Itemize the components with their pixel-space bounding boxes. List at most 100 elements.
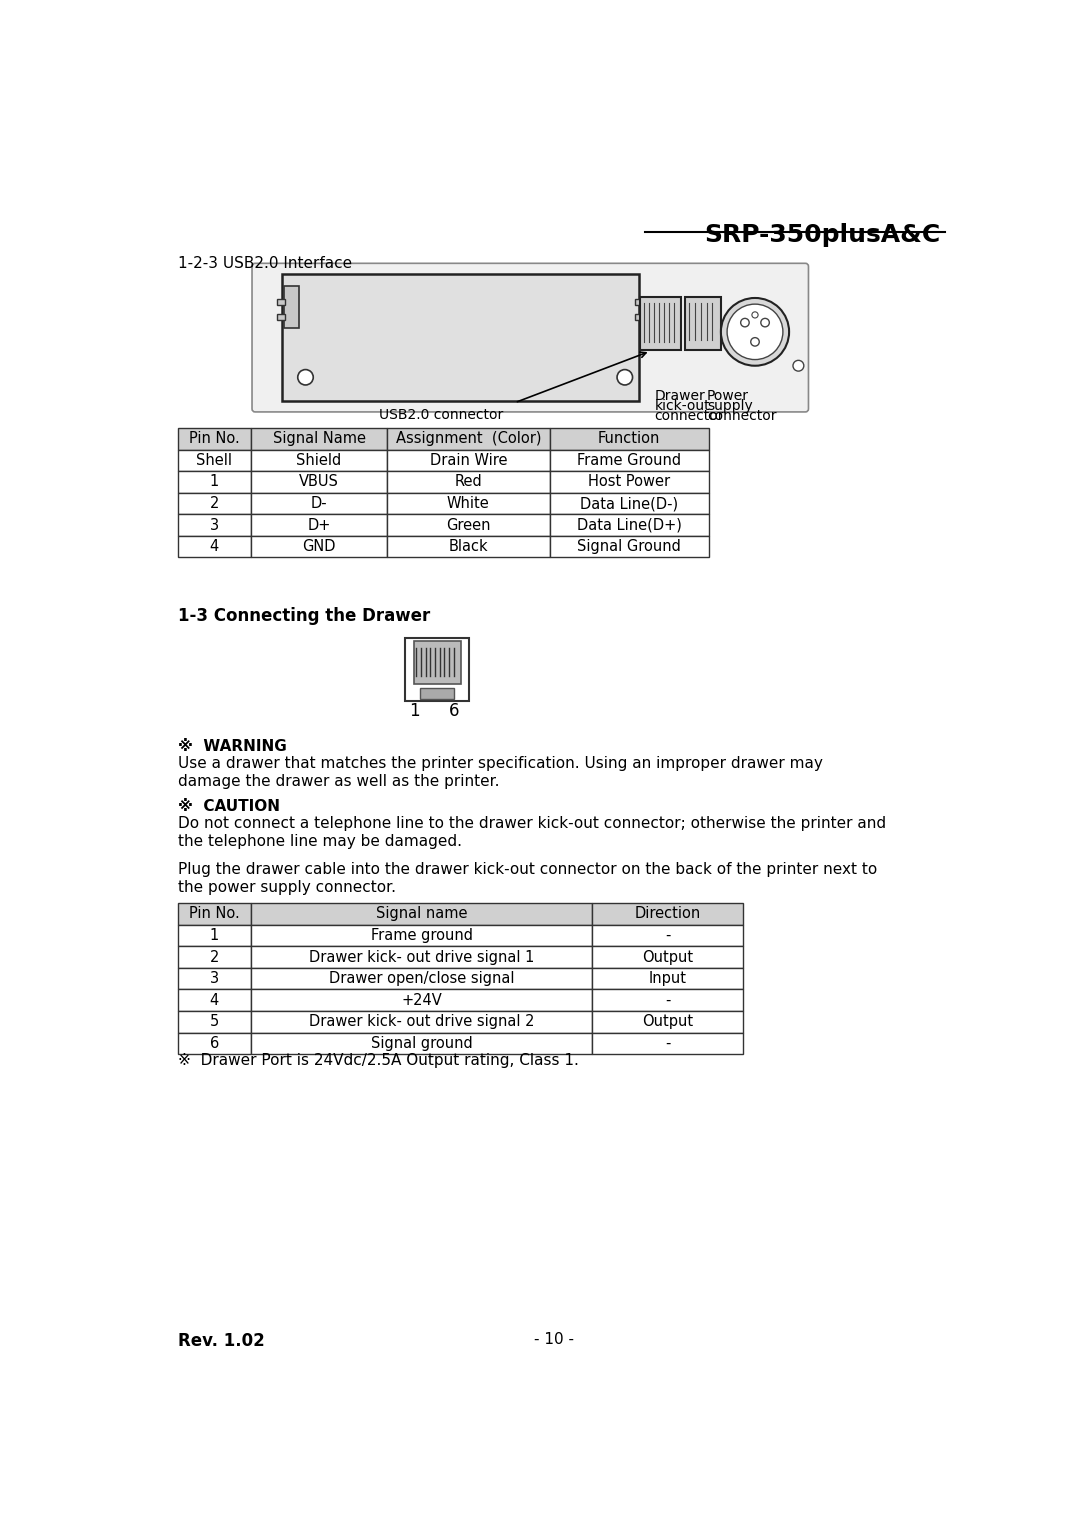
Text: 4: 4 [210,539,219,554]
Text: Output: Output [643,1014,693,1029]
Text: Pin No.: Pin No. [189,907,240,921]
Bar [177,925,252,947]
Text: Frame ground: Frame ground [370,928,473,944]
Bar [177,968,252,989]
Bar [177,902,252,925]
Bar [177,1032,252,1054]
Bar [550,536,708,557]
Bar [387,493,550,515]
Text: 2: 2 [210,496,219,512]
Bar [387,536,550,557]
Bar [550,515,708,536]
Text: 3: 3 [210,518,219,533]
FancyBboxPatch shape [252,263,809,412]
Bar [405,638,469,701]
Text: Signal ground: Signal ground [370,1035,473,1051]
Circle shape [617,370,633,385]
Text: Drawer: Drawer [654,389,705,403]
Text: Black: Black [448,539,488,554]
Text: Assignment  (Color): Assignment (Color) [395,432,541,446]
Text: Drain Wire: Drain Wire [430,454,507,467]
Bar [276,299,284,305]
Text: Red: Red [455,475,482,490]
Text: Use a drawer that matches the printer specification. Using an improper drawer ma: Use a drawer that matches the printer sp… [177,756,823,788]
Circle shape [760,318,769,327]
Text: Signal Name: Signal Name [272,432,365,446]
Bar [252,449,387,472]
Bar [177,449,252,472]
Text: - 10 -: - 10 - [534,1332,573,1347]
Bar [592,1011,743,1032]
Circle shape [298,370,313,385]
Bar [252,536,387,557]
Bar [550,428,708,449]
Text: 1-2-3 USB2.0 Interface: 1-2-3 USB2.0 Interface [177,257,352,272]
Text: Data Line(D-): Data Line(D-) [580,496,678,512]
Bar [550,493,708,515]
Text: Direction: Direction [635,907,701,921]
Bar [252,902,592,925]
Bar [177,493,252,515]
Bar [592,989,743,1011]
Text: GND: GND [302,539,336,554]
Text: kick-out: kick-out [654,399,710,412]
Circle shape [727,304,783,359]
Bar [635,299,643,305]
Bar [252,989,592,1011]
Text: connector: connector [707,409,777,423]
Text: VBUS: VBUS [299,475,339,490]
Bar [640,298,680,350]
Bar [284,286,299,328]
Bar [282,275,638,402]
Text: SRP-350plusA&C: SRP-350plusA&C [705,223,941,247]
Bar [252,472,387,493]
Bar [635,315,643,321]
Text: USB2.0 connector: USB2.0 connector [379,408,503,421]
Text: +24V: +24V [402,993,442,1008]
Text: supply: supply [707,399,753,412]
Circle shape [751,337,759,347]
Text: Data Line(D+): Data Line(D+) [577,518,681,533]
Bar [252,1032,592,1054]
Bar [177,472,252,493]
Bar [420,689,455,699]
Text: Drawer kick- out drive signal 1: Drawer kick- out drive signal 1 [309,950,535,965]
Bar [252,968,592,989]
Bar [550,449,708,472]
Text: connector: connector [654,409,724,423]
Text: 2: 2 [210,950,219,965]
Text: ※  Drawer Port is 24Vdc/2.5A Output rating, Class 1.: ※ Drawer Port is 24Vdc/2.5A Output ratin… [177,1054,579,1069]
Text: 1-3 Connecting the Drawer: 1-3 Connecting the Drawer [177,606,430,625]
Text: Do not connect a telephone line to the drawer kick-out connector; otherwise the : Do not connect a telephone line to the d… [177,815,886,849]
Bar [414,641,460,684]
Bar [387,472,550,493]
Bar [592,925,743,947]
Text: Shield: Shield [296,454,341,467]
Circle shape [721,298,789,366]
Text: 1: 1 [210,475,219,490]
Text: White: White [447,496,489,512]
Text: Green: Green [446,518,490,533]
Text: Frame Ground: Frame Ground [577,454,681,467]
Text: Drawer kick- out drive signal 2: Drawer kick- out drive signal 2 [309,1014,535,1029]
Bar [592,1032,743,1054]
Bar [252,493,387,515]
Bar [387,449,550,472]
Bar [387,428,550,449]
Bar [592,947,743,968]
Bar [177,515,252,536]
Bar [550,472,708,493]
Text: Function: Function [598,432,660,446]
Bar [252,925,592,947]
Bar [592,968,743,989]
Text: ※  CAUTION: ※ CAUTION [177,799,280,814]
Bar [177,428,252,449]
Bar [276,315,284,321]
Text: Power: Power [707,389,748,403]
Text: Signal Ground: Signal Ground [577,539,681,554]
Text: Signal name: Signal name [376,907,468,921]
Text: -: - [665,928,671,944]
Text: Plug the drawer cable into the drawer kick-out connector on the back of the prin: Plug the drawer cable into the drawer ki… [177,863,877,895]
Bar [252,1011,592,1032]
Text: 6: 6 [210,1035,219,1051]
